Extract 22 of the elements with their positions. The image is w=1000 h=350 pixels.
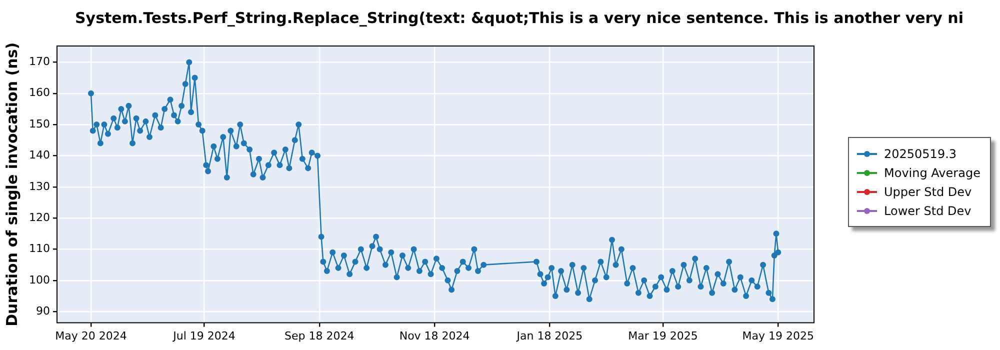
y-tick-label: 170 — [28, 55, 50, 68]
y-tick-label: 130 — [28, 180, 50, 193]
y-axis-title: Duration of single invocation (ns) — [2, 42, 21, 326]
y-tick-label: 90 — [36, 304, 50, 318]
x-tick-label: Sep 18 2024 — [284, 329, 354, 342]
legend-label: Moving Average — [884, 166, 980, 180]
x-tick-label: Mar 19 2025 — [628, 329, 698, 342]
y-tick-label: 100 — [28, 273, 50, 286]
legend-label: 20250519.3 — [884, 146, 957, 160]
legend-label: Upper Std Dev — [884, 184, 972, 198]
x-tick-label: May 19 2025 — [742, 329, 814, 342]
y-tick-label: 110 — [28, 242, 50, 256]
x-tick-label: Jan 18 2025 — [516, 329, 583, 342]
y-tick-label: 150 — [28, 117, 50, 130]
y-tick-label: 140 — [28, 148, 50, 162]
x-tick-label: Nov 18 2024 — [399, 329, 470, 342]
y-tick-label: 120 — [28, 210, 50, 224]
chart-title: System.Tests.Perf_String.Replace_String(text: &quot;This is a very nice sentence. This is another very ni — [75, 9, 964, 27]
legend-label: Lower Std Dev — [884, 204, 972, 218]
x-tick-label: Jul 19 2024 — [172, 329, 236, 342]
y-tick-label: 160 — [28, 86, 50, 100]
x-tick-label: May 20 2024 — [55, 329, 127, 342]
